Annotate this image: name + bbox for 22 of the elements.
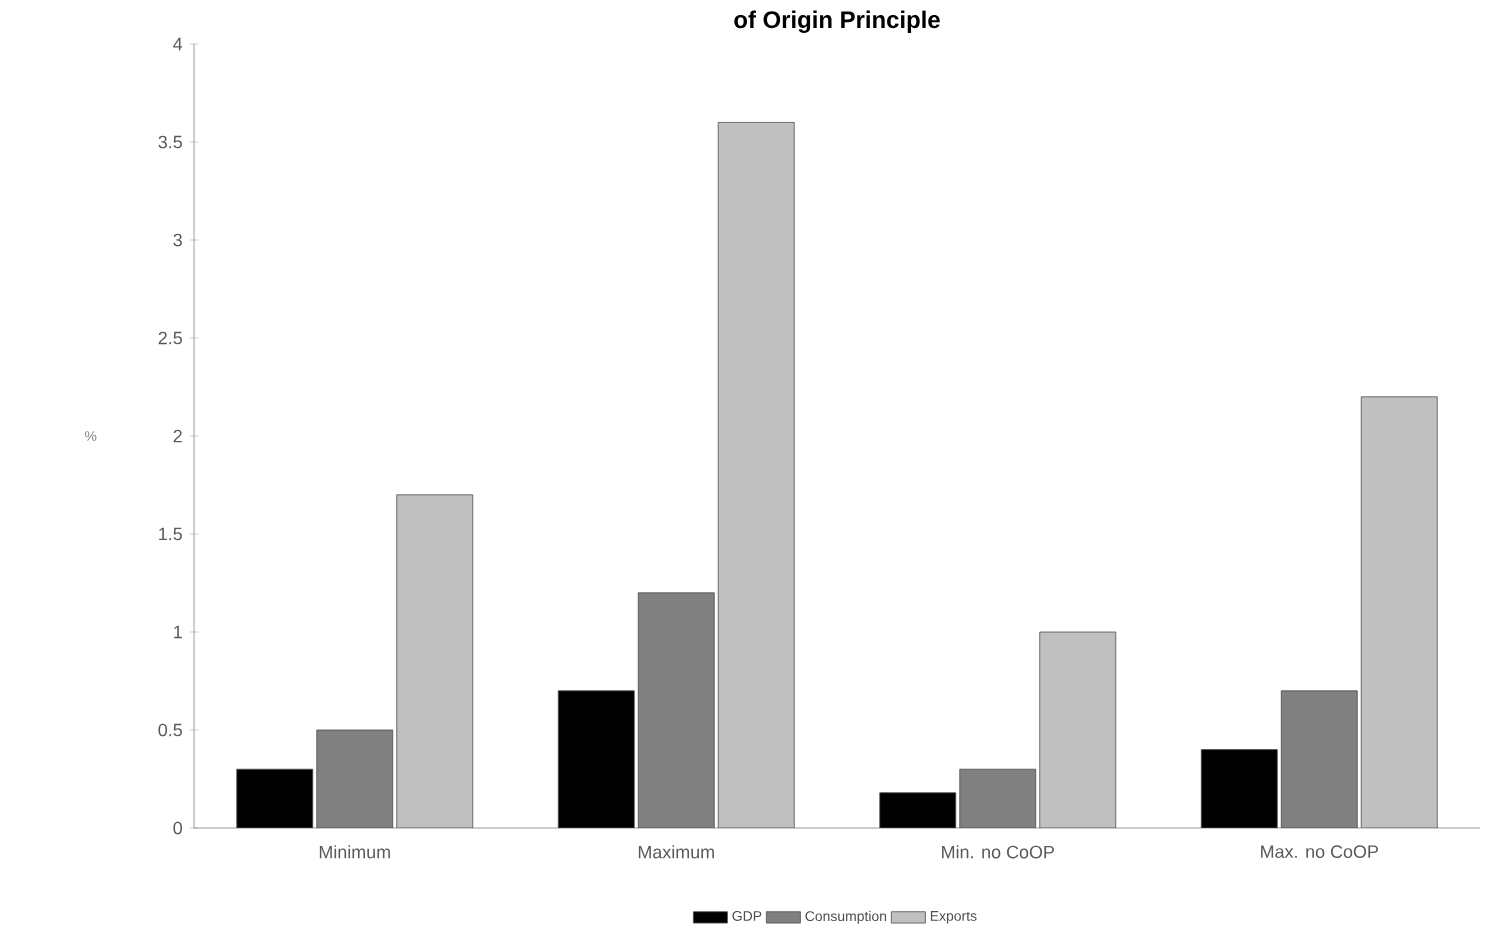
bar bbox=[1200, 749, 1278, 828]
bar bbox=[396, 494, 474, 828]
x-tick-label: Maximum bbox=[638, 845, 714, 859]
x-tick-label: Min. no CoOP bbox=[942, 845, 1054, 859]
y-tick-label: 3.5 bbox=[158, 135, 182, 149]
x-tick-label: Max. no CoOP bbox=[1261, 845, 1378, 858]
bar bbox=[1039, 631, 1117, 828]
bar bbox=[879, 792, 957, 828]
y-tick-label: 3 bbox=[173, 233, 182, 247]
y-tick-label: 0.5 bbox=[158, 723, 182, 737]
y-tick-label: 1 bbox=[174, 625, 182, 639]
y-tick-label: 2.5 bbox=[158, 331, 182, 345]
bar bbox=[236, 768, 314, 828]
y-tick-label: 4 bbox=[173, 37, 183, 51]
chart-title: of Origin Principle bbox=[734, 10, 940, 33]
y-tick-label: 2 bbox=[173, 429, 182, 443]
y-tick-label: 1.5 bbox=[159, 527, 182, 541]
bar bbox=[557, 690, 635, 828]
bar bbox=[717, 121, 795, 828]
y-tick-label: 0 bbox=[173, 821, 183, 835]
x-tick-label: Minimum bbox=[319, 845, 390, 859]
bar bbox=[1360, 396, 1438, 828]
